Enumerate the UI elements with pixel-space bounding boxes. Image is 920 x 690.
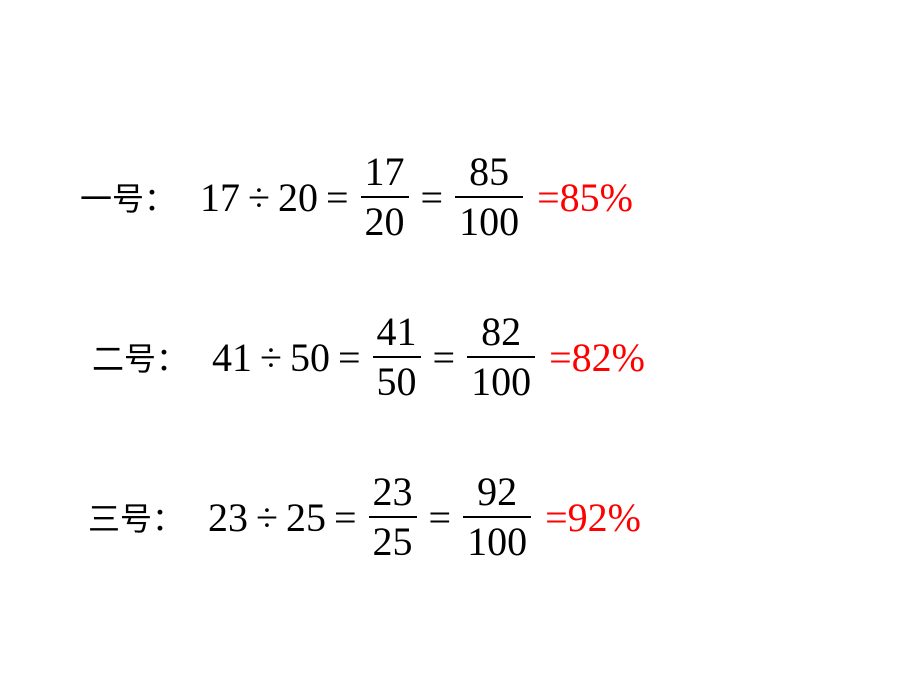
denominator: 100 (463, 516, 531, 564)
percent-result: =92% (545, 494, 641, 541)
dividend: 23 (208, 494, 248, 541)
equation-row-1: 一号：17÷20=1720=85100=85% (80, 150, 633, 244)
divisor: 25 (286, 494, 326, 541)
equation-row-2: 二号：41÷50=4150=82100=82% (92, 310, 645, 404)
denominator: 100 (455, 196, 523, 244)
percent-result: =82% (549, 334, 645, 381)
equation: 23÷25=2325=92100 (208, 470, 535, 564)
row-label: 三号： (88, 494, 184, 540)
equals-sign: = (433, 334, 456, 381)
equation-row-3: 三号：23÷25=2325=92100=92% (88, 470, 641, 564)
numerator: 92 (473, 470, 521, 516)
row-label: 一号： (80, 174, 176, 220)
percent-result: =85% (537, 174, 633, 221)
fraction-1: 2325 (369, 470, 417, 564)
numerator: 17 (361, 150, 409, 196)
denominator: 50 (373, 356, 421, 404)
divide-sign: ÷ (256, 494, 278, 541)
equation: 41÷50=4150=82100 (212, 310, 539, 404)
equals-sign: = (334, 494, 357, 541)
fraction-1: 4150 (373, 310, 421, 404)
dividend: 17 (200, 174, 240, 221)
equals-sign: = (421, 174, 444, 221)
denominator: 100 (467, 356, 535, 404)
denominator: 25 (369, 516, 417, 564)
divisor: 20 (278, 174, 318, 221)
divide-sign: ÷ (248, 174, 270, 221)
denominator: 20 (361, 196, 409, 244)
equation: 17÷20=1720=85100 (200, 150, 527, 244)
fraction-2: 92100 (463, 470, 531, 564)
divisor: 50 (290, 334, 330, 381)
numerator: 85 (465, 150, 513, 196)
numerator: 41 (373, 310, 421, 356)
equals-sign: = (429, 494, 452, 541)
fraction-2: 82100 (467, 310, 535, 404)
dividend: 41 (212, 334, 252, 381)
numerator: 23 (369, 470, 417, 516)
equals-sign: = (326, 174, 349, 221)
numerator: 82 (477, 310, 525, 356)
fraction-1: 1720 (361, 150, 409, 244)
divide-sign: ÷ (260, 334, 282, 381)
row-label: 二号： (92, 334, 188, 380)
equals-sign: = (338, 334, 361, 381)
fraction-2: 85100 (455, 150, 523, 244)
